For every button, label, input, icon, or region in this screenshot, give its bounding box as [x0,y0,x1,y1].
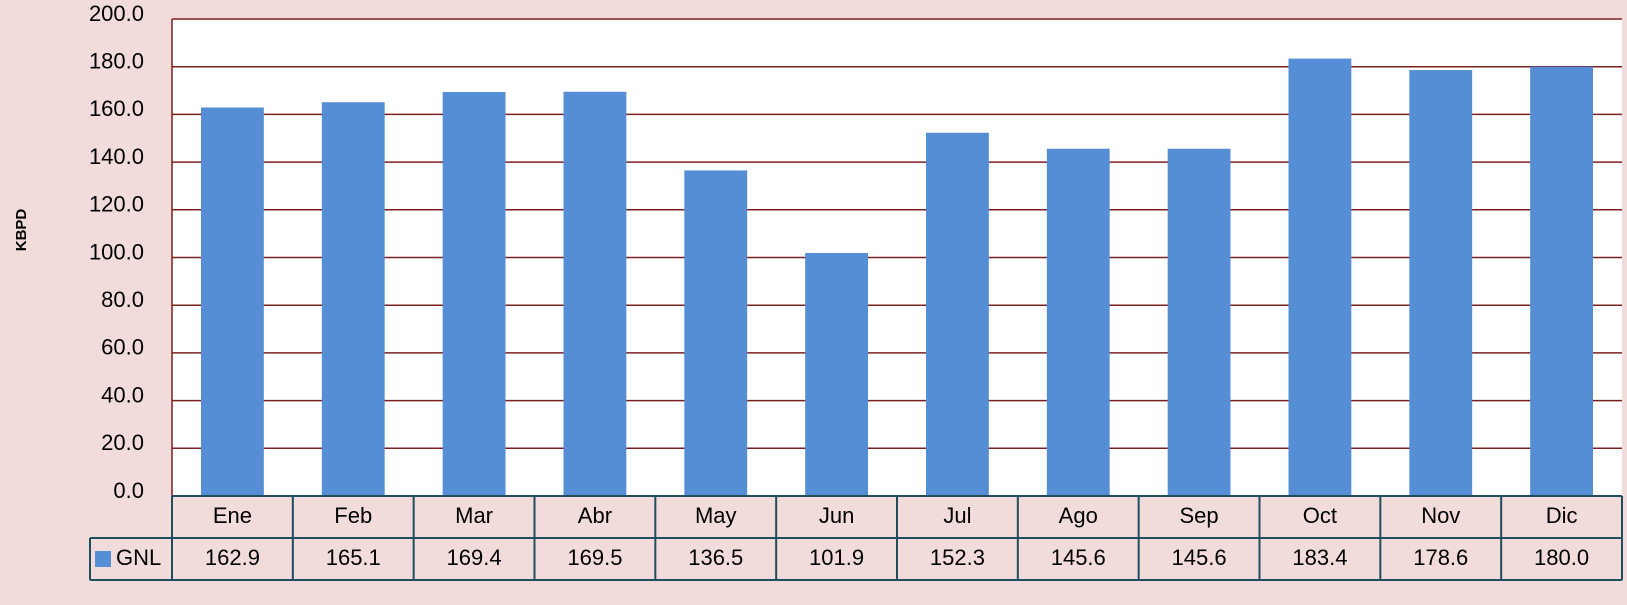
data-table-value: 152.3 [930,545,985,570]
y-axis-label: KBPD [13,209,30,252]
y-tick-label: 20.0 [101,430,144,455]
data-table-value: 145.6 [1172,545,1227,570]
bar [1167,148,1231,496]
data-table-value: 178.6 [1413,545,1468,570]
x-tick-label: Ago [1059,503,1098,528]
x-tick-label: Ene [213,503,252,528]
bar [1288,58,1352,496]
x-tick-label: Feb [334,503,372,528]
legend-swatch [95,551,111,567]
y-tick-label: 180.0 [89,49,144,74]
data-table-value: 145.6 [1051,545,1106,570]
bar [1046,148,1110,496]
y-tick-label: 60.0 [101,335,144,360]
x-tick-label: Mar [455,503,493,528]
y-tick-label: 80.0 [101,287,144,312]
data-table-value: 180.0 [1534,545,1589,570]
x-tick-label: Abr [578,503,612,528]
y-tick-label: 0.0 [113,478,144,503]
bar [805,252,868,496]
y-tick-label: 160.0 [89,96,144,121]
bar [201,107,264,497]
data-table-value: 165.1 [326,545,381,570]
bar [442,91,506,496]
x-tick-label: Nov [1421,503,1460,528]
y-tick-label: 100.0 [89,239,144,264]
data-table-value: 169.5 [567,545,622,570]
legend-label: GNL [116,545,161,570]
x-tick-label: May [695,503,737,528]
x-tick-label: Sep [1180,503,1219,528]
y-tick-label: 120.0 [89,192,144,217]
bar [563,91,627,497]
bar [926,132,989,496]
bar [321,102,385,496]
x-tick-label: Jun [819,503,854,528]
bar [684,170,748,496]
x-tick-label: Oct [1303,503,1337,528]
x-tick-label: Jul [943,503,971,528]
x-tick-label: Dic [1546,503,1578,528]
data-table-value: 101.9 [809,545,864,570]
bar [1409,70,1473,496]
y-tick-label: 40.0 [101,382,144,407]
bar [1530,66,1593,496]
data-table-value: 136.5 [688,545,743,570]
data-table-value: 169.4 [447,545,502,570]
data-table-value: 183.4 [1292,545,1347,570]
y-tick-label: 200.0 [89,1,144,26]
data-table-value: 162.9 [205,545,260,570]
y-tick-label: 140.0 [89,144,144,169]
